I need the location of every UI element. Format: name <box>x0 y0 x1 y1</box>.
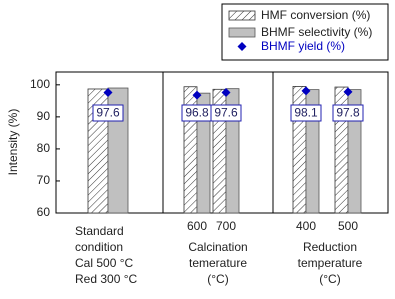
y-tick-label: 70 <box>37 173 51 187</box>
y-tick-label: 100 <box>30 77 50 91</box>
marker <box>301 86 311 96</box>
value-label-box <box>332 104 364 122</box>
bar <box>196 92 211 214</box>
x-tick-label: 700 <box>216 219 236 233</box>
legend-swatch <box>237 42 247 51</box>
legend-label: BHMF yield (%) <box>261 39 345 53</box>
group-label: condition <box>75 240 123 254</box>
legend-swatch <box>228 10 256 21</box>
group-label: Reduction <box>303 240 357 254</box>
y-tick-label: 80 <box>37 141 51 155</box>
value-label-box <box>290 104 322 122</box>
value-label-box <box>210 104 242 122</box>
x-tick-label: 600 <box>187 219 207 233</box>
marker <box>103 88 113 98</box>
y-tick-label: 60 <box>37 205 51 219</box>
group-label: Red 300 °C <box>75 272 138 286</box>
y-axis-label: Intensity (%) <box>6 109 20 176</box>
marker <box>343 87 353 97</box>
x-tick-label: 400 <box>296 219 316 233</box>
legend-label: BHMF selectivity (%) <box>261 25 372 39</box>
group-label: temerature <box>189 256 247 270</box>
marker <box>221 88 231 98</box>
y-tick-label: 90 <box>37 109 51 123</box>
legend-label: HMF conversion (%) <box>261 8 370 22</box>
value-label: 98.1 <box>294 106 318 120</box>
value-label: 97.8 <box>336 106 360 120</box>
x-tick-label: 500 <box>338 219 358 233</box>
group-label: (°C) <box>319 272 340 286</box>
group-label: temperature <box>298 256 363 270</box>
value-label: 96.8 <box>185 106 209 120</box>
value-label-box <box>92 104 124 122</box>
group-label: Calcination <box>188 240 247 254</box>
value-label: 97.6 <box>214 106 238 120</box>
group-label: (°C) <box>207 272 228 286</box>
legend-swatch <box>228 27 256 38</box>
marker <box>192 90 202 100</box>
group-label: Cal 500 °C <box>75 256 133 270</box>
value-label: 97.6 <box>96 106 120 120</box>
group-label: Standard <box>75 224 124 238</box>
